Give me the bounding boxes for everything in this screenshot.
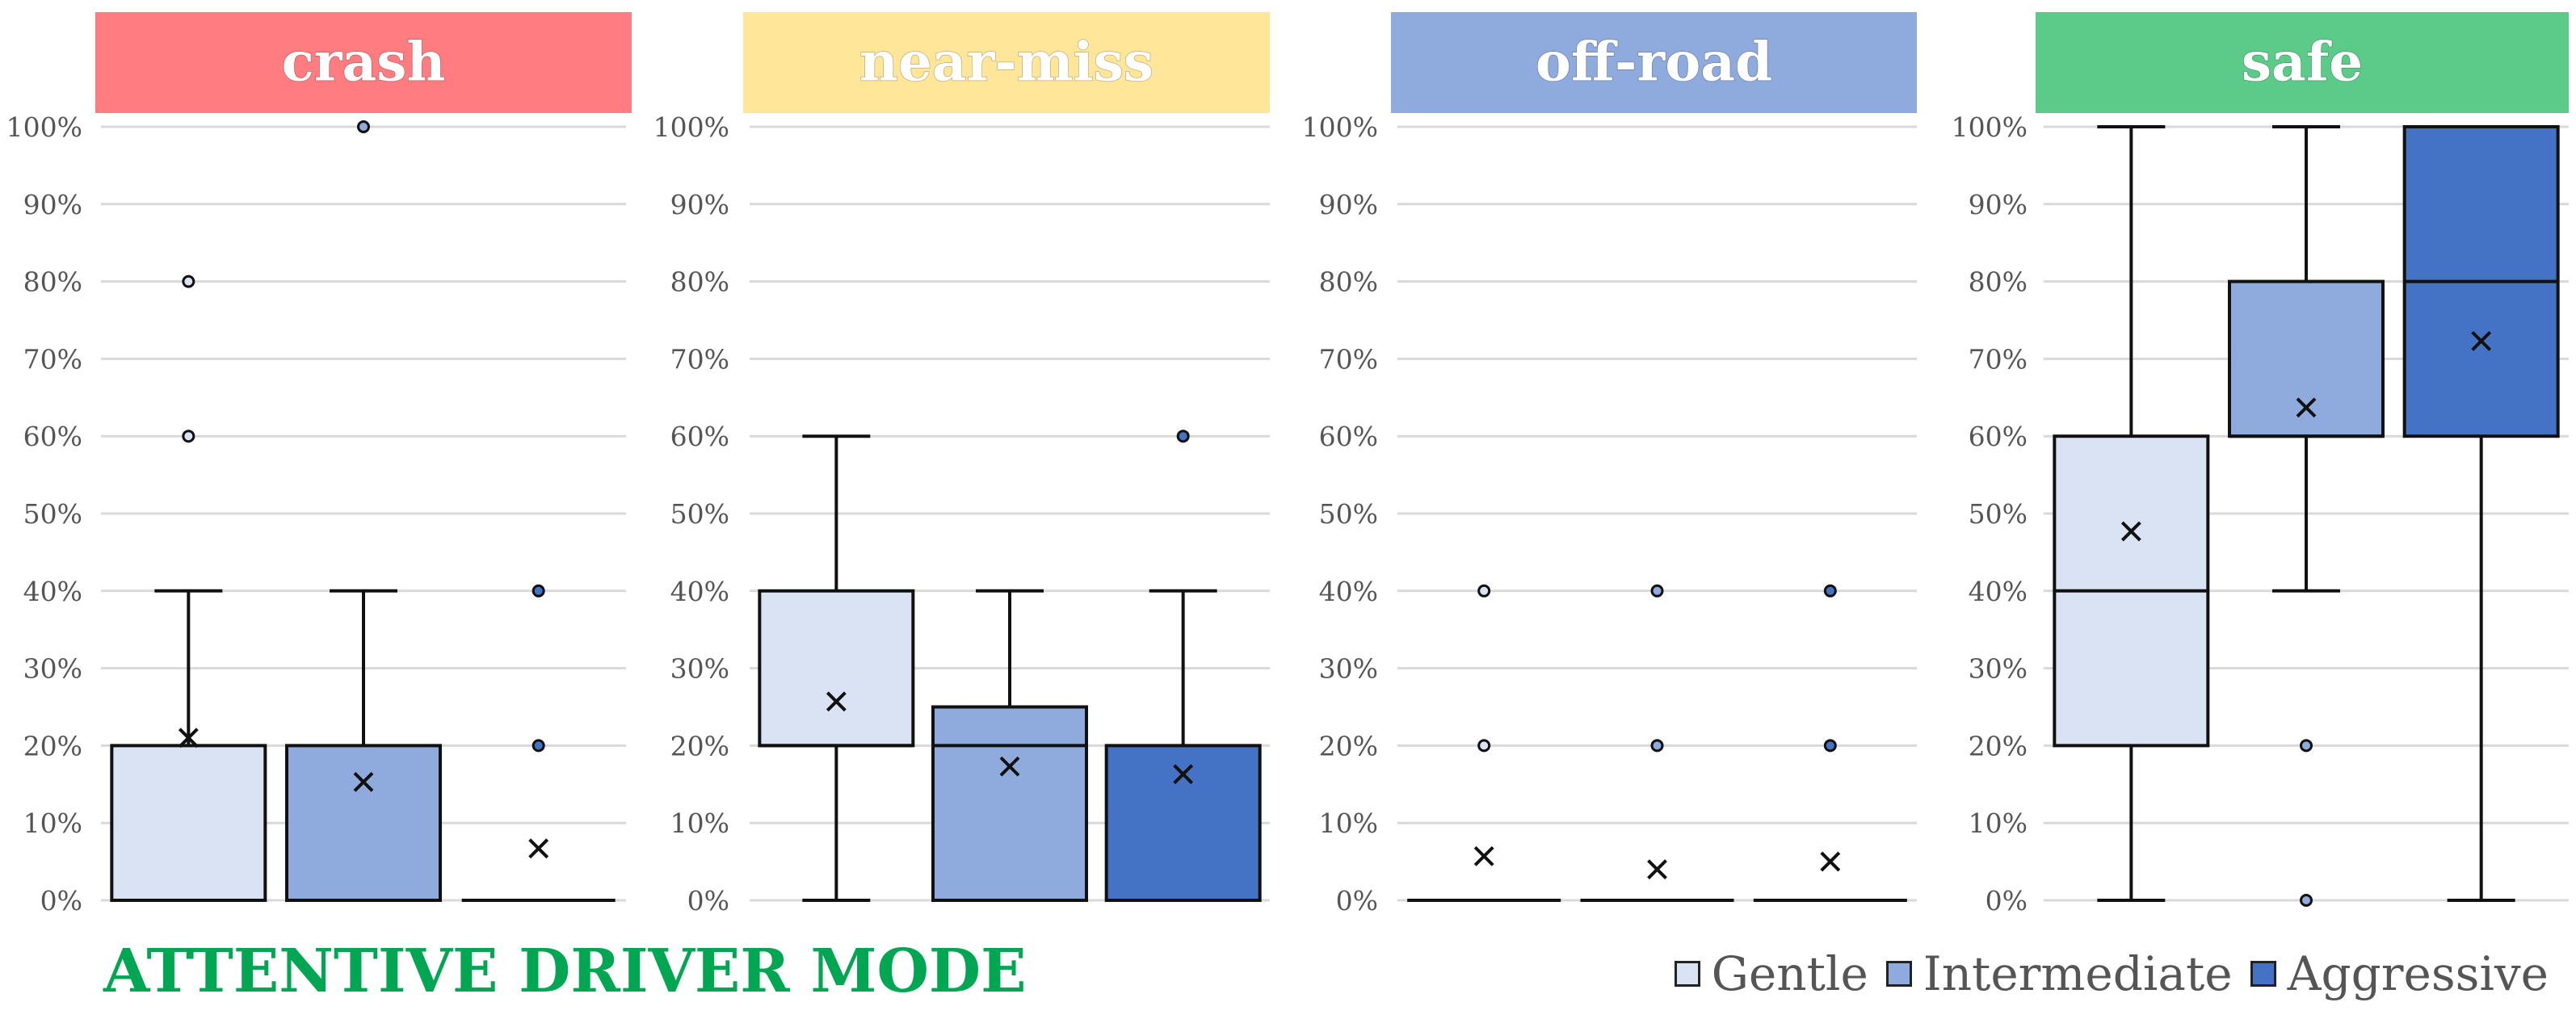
y-tick-label: 10% <box>1319 807 1378 839</box>
legend-swatch-intermediate <box>1885 961 1912 987</box>
legend-label-intermediate: Intermediate <box>1923 946 2233 1001</box>
outlier-crash-aggressive <box>532 584 545 598</box>
box-crash-intermediate <box>285 744 442 903</box>
y-tick-label: 50% <box>1319 498 1378 530</box>
mean-marker-near-miss-gentle <box>826 691 847 712</box>
mean-marker-near-miss-intermediate <box>999 756 1020 777</box>
legend-swatch-gentle <box>1674 961 1700 987</box>
panel-title-crash: crash <box>282 31 446 94</box>
y-tick-label: 90% <box>670 189 729 220</box>
y-tick-label: 0% <box>40 885 82 916</box>
y-tick-label: 10% <box>23 807 82 839</box>
panel-header-near-miss <box>743 12 1270 113</box>
box-crash-gentle <box>110 744 267 903</box>
y-tick-label: 20% <box>670 730 729 761</box>
y-tick-label: 40% <box>670 576 729 607</box>
legend-label-aggressive: Aggressive <box>2287 946 2549 1001</box>
mean-marker-off-road-aggressive <box>1820 851 1841 872</box>
y-tick-label: 20% <box>23 730 82 761</box>
outlier-off-road-intermediate <box>1650 739 1664 753</box>
y-tick-label: 10% <box>1969 807 2028 839</box>
panel-title-off-road: off-road <box>1536 31 1772 94</box>
y-tick-label: 30% <box>23 653 82 685</box>
y-tick-label: 60% <box>1969 421 2028 452</box>
y-tick-label: 100% <box>1952 111 2028 143</box>
y-tick-label: 70% <box>23 343 82 375</box>
y-tick-label: 0% <box>1336 885 1378 916</box>
outlier-off-road-gentle <box>1477 739 1491 753</box>
y-tick-label: 90% <box>23 189 82 220</box>
box-near-miss-intermediate <box>931 705 1088 902</box>
outlier-safe-intermediate <box>2300 739 2313 753</box>
y-tick-label: 30% <box>670 653 729 685</box>
box-near-miss-gentle <box>758 589 915 748</box>
mean-marker-crash-aggressive <box>528 838 549 859</box>
legend-swatch-aggressive <box>2250 961 2276 987</box>
outlier-off-road-aggressive <box>1823 584 1837 598</box>
y-tick-label: 60% <box>23 421 82 452</box>
y-tick-label: 100% <box>653 111 729 143</box>
y-tick-label: 90% <box>1319 189 1378 220</box>
outlier-crash-intermediate <box>357 120 370 133</box>
mean-marker-near-miss-aggressive <box>1173 764 1194 785</box>
y-tick-label: 30% <box>1319 653 1378 685</box>
panel-header-safe <box>2036 12 2569 113</box>
y-tick-label: 80% <box>670 266 729 298</box>
y-tick-label: 100% <box>6 111 82 143</box>
panel-header-crash <box>95 12 632 113</box>
y-tick-label: 50% <box>1969 498 2028 530</box>
y-tick-label: 80% <box>1319 266 1378 298</box>
y-tick-label: 40% <box>1969 576 2028 607</box>
mean-marker-crash-gentle <box>178 728 199 749</box>
y-tick-label: 70% <box>670 343 729 375</box>
mean-marker-off-road-intermediate <box>1647 859 1667 880</box>
outlier-safe-intermediate <box>2300 894 2313 907</box>
y-tick-label: 100% <box>1302 111 1378 143</box>
outlier-off-road-intermediate <box>1650 584 1664 598</box>
outlier-off-road-gentle <box>1477 584 1491 598</box>
y-tick-label: 90% <box>1969 189 2028 220</box>
mean-marker-safe-gentle <box>2120 521 2141 542</box>
footer-title: ATTENTIVE DRIVER MODE <box>103 937 1027 1006</box>
legend: Gentle Intermediate Aggressive <box>1657 946 2549 1001</box>
y-tick-label: 70% <box>1969 343 2028 375</box>
outlier-near-miss-aggressive <box>1176 430 1190 443</box>
y-tick-label: 80% <box>1969 266 2028 298</box>
y-tick-label: 0% <box>687 885 729 916</box>
outlier-off-road-aggressive <box>1823 739 1837 753</box>
mean-marker-crash-intermediate <box>353 772 374 792</box>
y-tick-label: 40% <box>23 576 82 607</box>
mean-marker-safe-aggressive <box>2471 330 2492 351</box>
legend-item-aggressive: Aggressive <box>2250 946 2549 1001</box>
y-tick-label: 20% <box>1969 730 2028 761</box>
panel-header-off-road <box>1391 12 1917 113</box>
y-tick-label: 60% <box>670 421 729 452</box>
y-tick-label: 20% <box>1319 730 1378 761</box>
y-tick-label: 30% <box>1969 653 2028 685</box>
panel-title-near-miss: near-miss <box>859 31 1154 94</box>
y-tick-label: 50% <box>23 498 82 530</box>
mean-marker-off-road-gentle <box>1473 845 1494 866</box>
y-tick-label: 80% <box>23 266 82 298</box>
outlier-crash-aggressive <box>532 739 545 753</box>
legend-item-intermediate: Intermediate <box>1885 946 2233 1001</box>
y-tick-label: 40% <box>1319 576 1378 607</box>
panel-title-safe: safe <box>2242 31 2363 94</box>
outlier-crash-gentle <box>182 430 195 443</box>
y-tick-label: 50% <box>670 498 729 530</box>
mean-marker-safe-intermediate <box>2296 397 2317 418</box>
legend-label-gentle: Gentle <box>1711 946 1868 1001</box>
outlier-crash-gentle <box>182 275 195 288</box>
box-safe-intermediate <box>2228 279 2385 438</box>
box-near-miss-aggressive <box>1104 744 1262 903</box>
y-tick-label: 70% <box>1319 343 1378 375</box>
y-tick-label: 60% <box>1319 421 1378 452</box>
legend-item-gentle: Gentle <box>1674 946 1868 1001</box>
y-tick-label: 10% <box>670 807 729 839</box>
y-tick-label: 0% <box>1986 885 2028 916</box>
